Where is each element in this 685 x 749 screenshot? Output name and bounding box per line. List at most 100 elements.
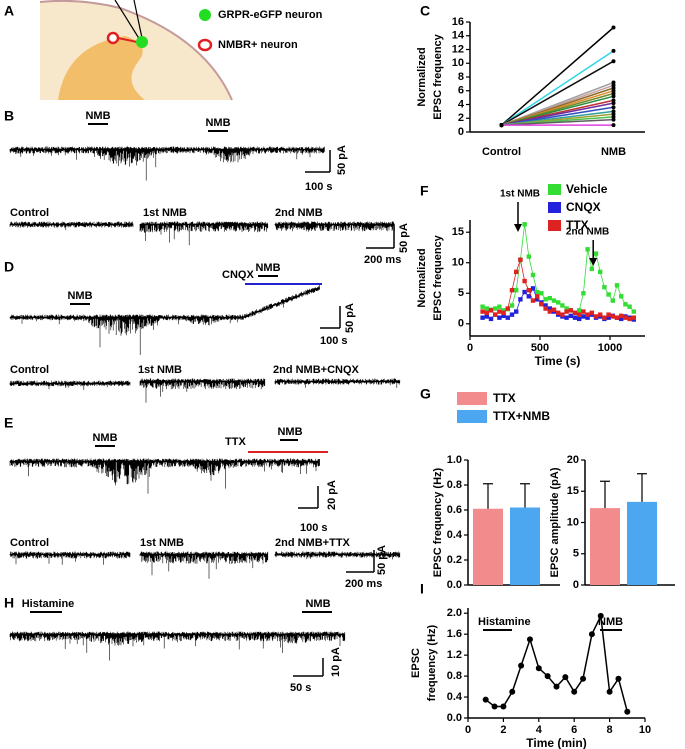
legend-text: CNQX [566,200,601,214]
marker [522,278,527,284]
marker [484,310,489,315]
y-axis-label: frequency (Hz) [426,624,438,701]
y-tick-label: 0.4 [447,529,463,541]
marker [580,675,587,682]
y-tick-label: 14 [452,30,465,42]
marker [611,112,616,117]
marker [610,314,615,319]
marker [581,314,586,319]
y-tick-label: 2 [458,112,464,124]
marker [514,309,519,314]
marker [497,304,502,309]
marker [589,310,594,315]
legend-swatch [548,184,561,195]
event-label: NMB [205,117,230,129]
legend-text: Vehicle [566,182,608,196]
y-axis-label: Normalized [416,248,428,307]
marker [568,313,573,319]
marker [611,101,616,106]
marker [499,123,504,128]
marker [560,303,565,308]
scale-label: 20 pA [326,480,338,510]
y-tick-label: 0.8 [447,670,462,682]
scale-label: 50 s [290,682,311,694]
marker [611,123,616,128]
y-tick-label: 0.0 [447,712,462,724]
marker [480,315,485,320]
marker [539,291,544,296]
sweep-label: 2nd NMB+ [273,364,327,376]
trace [9,380,131,390]
marker [544,673,551,680]
event-label: CNQX [222,269,254,281]
marker [501,310,506,315]
panel-label: D [4,259,14,275]
marker [611,25,616,30]
marker [598,269,603,275]
panel-label: F [420,183,429,199]
marker [611,59,616,64]
marker [547,309,552,314]
scale-label: 50 pA [376,545,388,575]
event-label: NMB [255,262,280,274]
sweep-label: TTX [329,537,350,549]
legend-text: TTX+NMB [493,409,550,423]
marker [500,703,507,710]
y-tick-label: 0.6 [447,504,462,516]
marker [505,306,510,311]
marker [488,316,494,322]
y-tick-label: 15 [452,226,464,238]
marker [530,272,536,278]
marker [562,674,569,681]
marker [598,312,603,317]
x-tick-label: NMB [601,146,626,158]
marker [564,315,569,320]
y-tick-label: 1.6 [447,628,462,640]
marker [553,683,560,690]
panel-label: G [420,386,431,402]
marker [577,308,582,313]
marker [588,631,595,638]
marker [530,286,536,291]
marker [564,306,569,311]
legend-swatch [548,220,561,231]
panel-label: A [4,3,14,19]
marker [484,314,489,319]
marker [497,315,502,320]
marker [611,94,616,99]
grpr-neuron [136,36,148,48]
event-label: NMB [92,432,117,444]
marker [606,688,613,695]
marker [535,294,540,299]
series-line [501,26,614,126]
panel-label: I [420,581,424,597]
trace [139,378,266,403]
marker [581,291,586,296]
marker [501,313,506,319]
marker [631,309,636,314]
marker [551,298,557,303]
y-tick-label: 8 [458,71,464,83]
marker [530,298,536,303]
marker [539,302,544,307]
marker [493,312,498,317]
marker [611,109,616,114]
panel-label: E [4,415,13,431]
bar [510,507,540,585]
y-axis-label: Normalized [416,47,428,106]
legend-text: NMBR+ neuron [218,39,298,51]
series-line [501,118,614,126]
x-tick-label: 1000 [598,342,622,354]
y-tick-label: 10 [452,57,464,69]
legend-swatch [457,410,487,423]
marker [505,315,510,320]
marker [501,308,506,313]
sweep-label: 2nd NMB+ [275,537,329,549]
event-label: NMB [67,290,92,302]
x-tick-label: 500 [531,342,549,354]
x-tick-label: 2 [500,724,506,736]
marker [611,105,616,110]
marker [623,315,628,320]
bar [590,508,620,585]
sweep-label: Control [10,537,49,549]
